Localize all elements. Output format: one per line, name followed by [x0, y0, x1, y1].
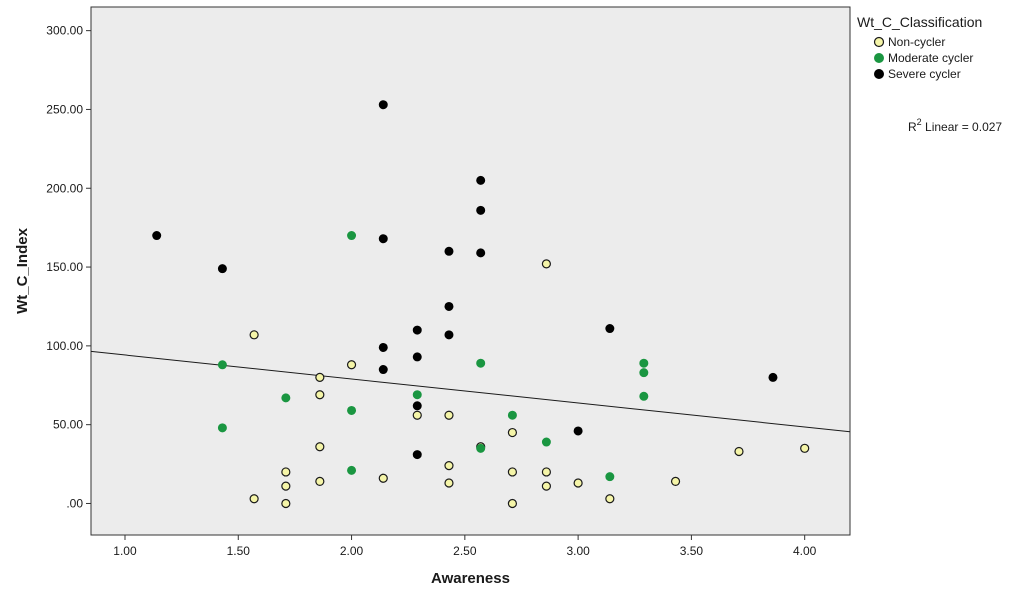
data-point [476, 358, 486, 368]
y-axis: .00 50.00 100.00 150.00 200.00 250.00 300.00 [46, 24, 91, 510]
data-point [670, 476, 681, 487]
data-point [217, 360, 227, 370]
series-moderate-cycler [217, 231, 649, 482]
data-point [639, 391, 649, 401]
data-point [444, 461, 454, 471]
data-point [734, 446, 744, 457]
data-point [412, 450, 422, 460]
data-point [281, 393, 291, 403]
data-point [217, 264, 227, 274]
y-axis-title: Wt_C_Index [14, 227, 31, 314]
data-point [347, 465, 357, 475]
data-point [249, 494, 259, 504]
data-point [217, 423, 227, 433]
data-point [476, 443, 486, 453]
data-point [768, 372, 778, 382]
data-point [444, 301, 454, 311]
legend-marker [874, 53, 884, 63]
data-point [378, 342, 388, 352]
data-point [444, 330, 454, 340]
data-point [444, 246, 454, 256]
r2-suffix: Linear = 0.027 [922, 120, 1003, 134]
x-axis: 1.00 1.50 2.00 2.50 3.00 3.50 4.00 [113, 535, 817, 558]
data-point [444, 478, 454, 488]
data-point [315, 390, 325, 400]
data-point [315, 442, 325, 452]
data-point [541, 467, 552, 477]
series-severe-cycler [152, 100, 778, 460]
data-point [281, 467, 291, 477]
data-point [347, 405, 357, 415]
x-tick-label: 3.50 [680, 544, 704, 558]
data-point [315, 476, 325, 487]
data-point [476, 205, 486, 215]
x-tick-label: 3.00 [566, 544, 590, 558]
data-point [605, 472, 615, 482]
linear-fit-line [90, 350, 851, 433]
data-point [315, 372, 325, 382]
x-tick-label: 1.50 [227, 544, 251, 558]
y-tick-label: 300.00 [46, 24, 83, 38]
data-point [507, 498, 518, 509]
data-point [605, 324, 615, 334]
legend: Wt_C_Classification Non-cycler Moderate c… [857, 14, 982, 81]
data-point [507, 410, 517, 420]
data-point [378, 100, 388, 110]
legend-marker [874, 69, 884, 79]
legend-label: Severe cycler [888, 67, 961, 81]
data-point [444, 410, 454, 420]
data-point [412, 352, 422, 362]
data-point [249, 330, 259, 340]
x-axis-title: Awareness [431, 570, 510, 587]
x-tick-label: 2.50 [453, 544, 477, 558]
y-tick-label: 250.00 [46, 102, 83, 116]
legend-marker [873, 36, 885, 48]
data-point [573, 478, 583, 488]
data-point [541, 259, 552, 269]
data-point [378, 234, 388, 244]
data-point [412, 325, 422, 335]
data-point [476, 175, 486, 185]
data-point [541, 437, 551, 447]
legend-label: Moderate cycler [888, 51, 973, 65]
data-point [573, 426, 583, 436]
r2-prefix: R [908, 120, 917, 134]
data-point [507, 467, 518, 477]
data-point [541, 481, 552, 491]
r2-annotation: R2 Linear = 0.027 [908, 117, 1002, 134]
data-point [639, 368, 649, 378]
data-points [152, 100, 810, 509]
data-point [800, 443, 810, 453]
data-point [476, 248, 486, 258]
y-tick-label: 50.00 [53, 418, 83, 432]
y-tick-label: .00 [66, 496, 83, 510]
x-tick-label: 2.00 [340, 544, 364, 558]
data-point [605, 494, 615, 504]
data-point [281, 481, 291, 491]
y-tick-label: 200.00 [46, 181, 83, 195]
data-point [412, 410, 422, 420]
r2-superscript: 2 [917, 117, 922, 127]
data-point [378, 473, 388, 483]
x-tick-label: 1.00 [113, 544, 137, 558]
data-point [281, 498, 291, 509]
y-tick-label: 150.00 [46, 260, 83, 274]
data-point [378, 365, 388, 375]
data-point [639, 358, 649, 368]
data-point [347, 231, 357, 241]
x-tick-label: 4.00 [793, 544, 817, 558]
plot-area [90, 6, 851, 536]
data-point [346, 360, 357, 370]
data-point [507, 427, 518, 438]
legend-label: Non-cycler [888, 35, 945, 49]
y-tick-label: 100.00 [46, 339, 83, 353]
data-point [152, 231, 162, 241]
legend-title: Wt_C_Classification [857, 14, 982, 30]
data-point [412, 401, 422, 411]
data-point [412, 390, 422, 400]
